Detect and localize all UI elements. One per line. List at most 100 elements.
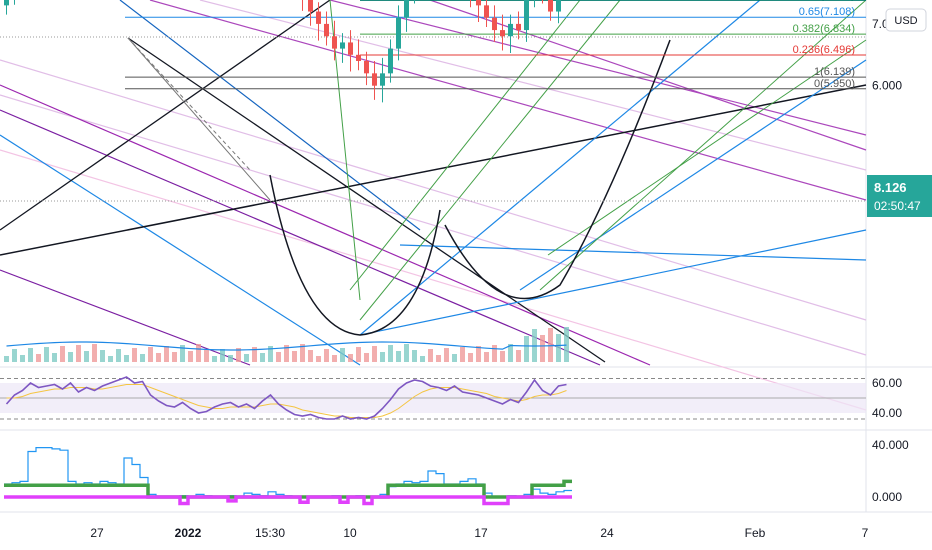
volume-bar — [548, 328, 553, 362]
trend-line — [127, 37, 271, 201]
volume-bar — [268, 346, 273, 362]
volume-bar — [324, 349, 329, 362]
volume-bar — [300, 344, 305, 362]
time-axis: 27 2022 15:30 10 17 24 Feb 7 — [90, 526, 868, 540]
candle-body — [404, 0, 409, 18]
fib-level-label: 0.382(6.834) — [793, 23, 855, 35]
volume-bar — [516, 350, 521, 362]
trend-line — [127, 37, 606, 363]
volume-bar — [540, 335, 545, 362]
trend-line — [359, 0, 761, 336]
time-tick-label: 2022 — [175, 526, 202, 540]
fib-level-label: 0.65(7.108) — [799, 6, 855, 18]
fib-level-label: 0(5.950) — [814, 78, 855, 90]
candle-body — [356, 54, 361, 61]
candle-body — [556, 0, 561, 12]
volume-bar — [284, 345, 289, 362]
volume-bar — [12, 349, 17, 362]
candle-body — [316, 11, 321, 24]
volume-bar — [260, 353, 265, 362]
candle-body — [348, 42, 353, 55]
candle-body — [380, 73, 385, 86]
osc-tick-label: 0.000 — [872, 490, 902, 504]
time-tick-label: 7 — [862, 526, 869, 540]
candle-body — [508, 23, 513, 37]
volume-bar — [492, 345, 497, 362]
rsi-tick-label: 40.00 — [872, 406, 902, 420]
candle-body — [548, 0, 553, 12]
trend-line — [359, 0, 621, 321]
volume-bar — [100, 350, 105, 362]
volume-bar — [188, 351, 193, 362]
candle-body — [324, 23, 329, 37]
rsi-ma-line — [6, 384, 567, 418]
volume-bar — [36, 354, 41, 362]
last-price-value: 8.126 — [874, 180, 907, 195]
volume-bar — [156, 353, 161, 362]
volume-bar — [212, 356, 217, 362]
channel-line — [0, 59, 867, 321]
trend-line — [359, 229, 867, 336]
volume-bar — [68, 352, 73, 362]
trend-line — [399, 244, 867, 261]
candle-body — [492, 17, 497, 31]
candle-body — [476, 0, 481, 6]
volume-bar — [436, 355, 441, 362]
volume-bar — [92, 344, 97, 362]
volume-bar — [180, 345, 185, 362]
channel-line — [0, 109, 601, 366]
volume-bar — [556, 334, 561, 362]
time-tick-label: 27 — [90, 526, 104, 540]
volume-bar — [220, 349, 225, 362]
volume-bar — [444, 348, 449, 362]
countdown-timer: 02:50:47 — [874, 199, 921, 213]
currency-button[interactable]: USD — [885, 8, 927, 32]
channel-line — [149, 0, 867, 201]
channel-line — [0, 84, 651, 366]
volume-bar — [4, 356, 9, 362]
rsi-tick-label: 60.00 — [872, 376, 902, 390]
volume-bar — [252, 347, 257, 362]
volume-bar — [60, 346, 65, 362]
candle-body — [396, 17, 401, 49]
candle-body — [500, 30, 505, 37]
volume-bar — [348, 354, 353, 362]
candle-body — [388, 48, 393, 74]
trend-line — [547, 39, 867, 256]
volume-bar — [356, 347, 361, 362]
drawing-layer-back — [0, 0, 932, 513]
volume-bar — [132, 348, 137, 362]
volume-bar — [452, 354, 457, 362]
volume-bar — [292, 351, 297, 362]
volume-bar — [508, 344, 513, 362]
fib-labels: 2.272(11.216)0(10.725)2(10.580)1.618(9.6… — [793, 0, 855, 90]
volume-bar — [164, 346, 169, 362]
volume-bar — [468, 353, 473, 362]
fib-level-label: 0.236(6.496) — [793, 44, 855, 56]
volume-bar — [148, 347, 153, 362]
volume-bar — [524, 336, 529, 362]
volume-bar — [28, 348, 33, 362]
price-tick-label: 6.000 — [872, 79, 902, 93]
volume-bar — [244, 354, 249, 362]
volume-bar — [84, 351, 89, 362]
channel-line — [329, 0, 867, 136]
volume-bar — [428, 349, 433, 362]
candle-body — [308, 0, 313, 12]
trend-line — [0, 84, 867, 256]
volume-bar — [52, 353, 57, 362]
volume-bar — [228, 355, 233, 362]
volume-bar — [76, 345, 81, 362]
candle-body — [524, 0, 529, 31]
volume-bar — [460, 347, 465, 362]
volume-bar — [124, 355, 129, 362]
volume-bar — [276, 352, 281, 362]
channel-line — [0, 134, 361, 366]
volume-ma-line — [6, 341, 567, 351]
cup-arc — [269, 174, 441, 336]
volume-bar — [564, 327, 569, 362]
volume-bar — [316, 356, 321, 362]
osc-tick-label: 40.000 — [872, 438, 909, 452]
volume-bar — [420, 356, 425, 362]
